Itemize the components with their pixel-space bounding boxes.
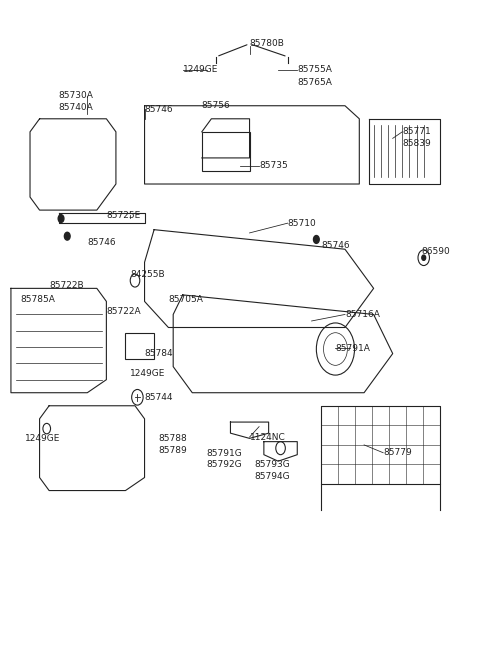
Text: 85730A: 85730A bbox=[59, 92, 94, 100]
Text: 85746: 85746 bbox=[321, 242, 350, 250]
Text: 85794G: 85794G bbox=[254, 472, 290, 481]
Text: 85785A: 85785A bbox=[21, 295, 55, 304]
Text: 85780B: 85780B bbox=[250, 39, 285, 48]
Text: 85789: 85789 bbox=[159, 445, 188, 455]
Text: 85725E: 85725E bbox=[107, 211, 141, 220]
Text: 85791G: 85791G bbox=[206, 449, 242, 458]
Text: 1249GE: 1249GE bbox=[25, 434, 60, 443]
Circle shape bbox=[313, 236, 319, 244]
Text: 85756: 85756 bbox=[202, 102, 230, 110]
Text: 85784: 85784 bbox=[144, 349, 173, 358]
Text: 85791A: 85791A bbox=[336, 344, 370, 353]
Text: 85740A: 85740A bbox=[59, 103, 94, 111]
Text: 85746: 85746 bbox=[87, 238, 116, 247]
Text: 85710: 85710 bbox=[288, 219, 316, 228]
Text: 85722A: 85722A bbox=[107, 307, 141, 316]
Text: 85716A: 85716A bbox=[345, 310, 380, 319]
Circle shape bbox=[422, 255, 426, 260]
Text: 85771: 85771 bbox=[402, 127, 431, 136]
Text: 84255B: 84255B bbox=[130, 269, 165, 278]
Text: 85744: 85744 bbox=[144, 393, 173, 402]
Text: 86590: 86590 bbox=[421, 247, 450, 255]
Text: 1124NC: 1124NC bbox=[250, 432, 285, 441]
Text: 85792G: 85792G bbox=[206, 460, 242, 469]
Text: 85788: 85788 bbox=[159, 434, 188, 443]
Bar bbox=[202, 132, 250, 171]
Text: 85735: 85735 bbox=[259, 161, 288, 170]
Text: 85722B: 85722B bbox=[49, 280, 84, 290]
Circle shape bbox=[58, 215, 64, 223]
Text: 85779: 85779 bbox=[383, 448, 412, 457]
Circle shape bbox=[64, 233, 70, 240]
Text: 85765A: 85765A bbox=[297, 79, 332, 87]
Text: 85755A: 85755A bbox=[297, 66, 332, 75]
Text: 1249GE: 1249GE bbox=[130, 369, 166, 378]
Bar bbox=[321, 405, 441, 484]
Text: 85793G: 85793G bbox=[254, 460, 290, 469]
Text: 85839: 85839 bbox=[402, 139, 431, 148]
Text: 85746: 85746 bbox=[144, 105, 173, 113]
Bar bbox=[125, 333, 154, 359]
Text: 1249GE: 1249GE bbox=[183, 66, 218, 75]
Text: 85705A: 85705A bbox=[168, 295, 204, 304]
